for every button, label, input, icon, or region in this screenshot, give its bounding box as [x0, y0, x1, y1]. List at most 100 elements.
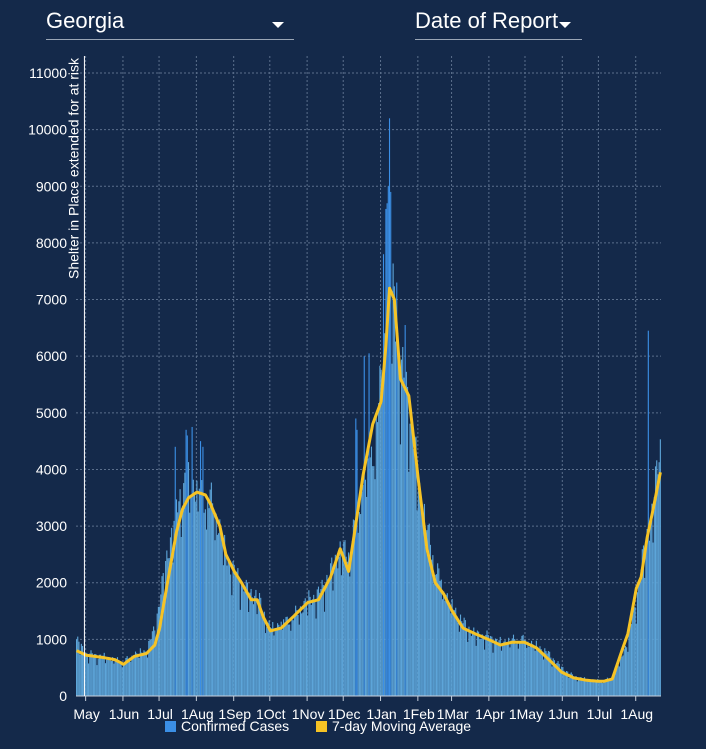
case-bar: [144, 651, 146, 696]
case-bar: [646, 528, 648, 696]
state-select[interactable]: Georgia: [46, 6, 294, 40]
case-bar: [296, 610, 298, 696]
case-bar: [401, 359, 403, 696]
case-bar: [499, 636, 501, 696]
case-bar: [505, 644, 507, 696]
case-bar: [628, 629, 630, 696]
case-bar: [437, 563, 439, 696]
case-bar: [653, 496, 655, 696]
case-bar: [397, 333, 399, 696]
case-bar: [592, 679, 594, 696]
case-bar: [181, 505, 184, 696]
date-type-select[interactable]: Date of Report: [415, 6, 582, 40]
case-bar: [399, 444, 401, 696]
x-tick-label: 1Jun: [109, 706, 139, 722]
case-bar: [461, 621, 463, 696]
case-bar: [183, 483, 185, 696]
case-bar: [622, 655, 624, 696]
case-bar: [185, 429, 187, 696]
case-bar: [440, 579, 442, 696]
case-bar: [570, 672, 572, 696]
x-tick-label: May: [73, 706, 99, 722]
case-bar: [278, 624, 280, 696]
case-bar: [332, 590, 334, 696]
case-bar: [141, 652, 143, 696]
case-bar: [423, 503, 425, 696]
case-bar: [147, 657, 149, 696]
case-bar: [382, 254, 385, 697]
case-bar: [614, 673, 616, 696]
case-bar: [588, 679, 590, 696]
case-bar: [459, 614, 462, 696]
case-bar: [562, 667, 564, 696]
case-bar: [334, 554, 336, 696]
case-bar: [414, 437, 416, 696]
case-bar: [230, 574, 232, 696]
case-bar: [272, 621, 274, 696]
case-bar: [273, 635, 275, 696]
legend[interactable]: Confirmed Cases 7-day Moving Average: [165, 718, 471, 734]
case-bar: [506, 644, 509, 696]
case-bar: [603, 681, 605, 696]
case-bar: [522, 634, 524, 696]
case-bar: [206, 529, 208, 696]
case-bar: [134, 651, 137, 696]
case-bar: [260, 597, 262, 696]
case-bar: [311, 599, 314, 696]
case-bar: [169, 537, 171, 696]
case-bar: [132, 658, 134, 696]
case-bar: [627, 651, 629, 696]
case-bar: [107, 657, 109, 696]
x-tick-label: 1Aug: [181, 706, 214, 722]
case-bar: [161, 576, 163, 696]
case-bar: [386, 203, 388, 696]
case-bar: [492, 652, 494, 696]
moving-average-line: [75, 286, 662, 683]
case-bar: [648, 540, 651, 696]
case-bar: [431, 559, 433, 696]
case-bar: [314, 601, 316, 696]
case-bar: [411, 428, 413, 696]
case-bar: [245, 579, 247, 696]
case-bar: [106, 659, 108, 696]
x-tick-label: 1Jul: [147, 706, 173, 722]
legend-swatch-cases: [165, 721, 176, 732]
case-bar: [108, 657, 110, 696]
case-bar: [370, 446, 373, 696]
case-bar: [443, 591, 445, 696]
case-bar: [366, 496, 368, 696]
chevron-down-icon: [559, 22, 571, 28]
case-bar: [620, 655, 622, 696]
case-bar: [302, 612, 304, 696]
case-bar: [295, 605, 297, 696]
case-bar: [432, 555, 434, 696]
case-bar: [521, 635, 523, 696]
case-bar: [215, 513, 217, 696]
case-bar: [458, 631, 460, 696]
case-bar: [546, 653, 548, 696]
case-bar: [358, 512, 360, 696]
case-bar: [236, 571, 238, 696]
case-bar: [641, 549, 643, 696]
case-bar: [114, 659, 116, 696]
moving-average: [75, 286, 662, 683]
case-bar: [398, 365, 400, 696]
x-tick-label: 1Feb: [403, 706, 435, 722]
case-bar: [204, 509, 206, 696]
case-bar: [154, 630, 156, 696]
case-bar: [368, 353, 370, 696]
case-bar: [190, 496, 192, 696]
case-bar: [119, 663, 121, 696]
case-bar: [120, 662, 122, 696]
case-bar: [121, 667, 123, 696]
case-bar: [339, 541, 341, 696]
case-bar: [635, 623, 637, 696]
case-bar: [484, 649, 486, 696]
y-tick-label: 10000: [28, 122, 67, 138]
case-bar: [364, 479, 366, 696]
case-bar: [354, 520, 356, 696]
case-bar: [573, 676, 575, 696]
case-bar: [76, 639, 78, 696]
case-bar: [304, 598, 306, 696]
case-bar: [224, 534, 226, 696]
